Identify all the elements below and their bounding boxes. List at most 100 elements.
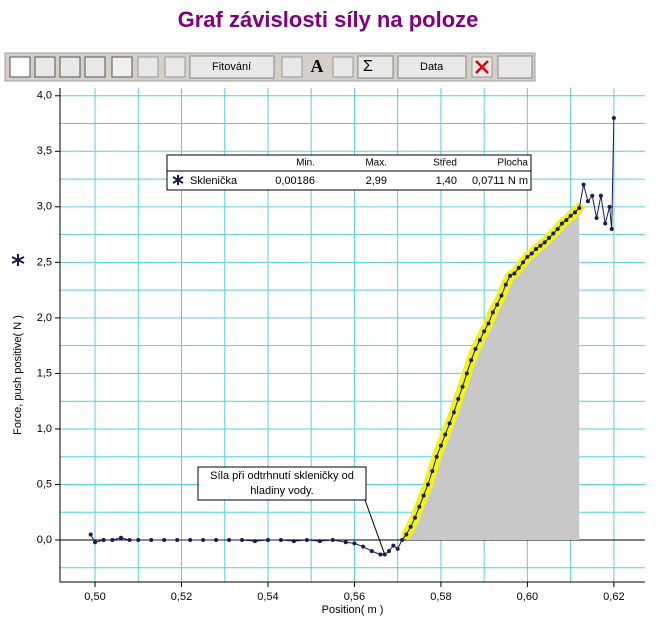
graph-options-button[interactable] xyxy=(497,55,533,79)
data-point xyxy=(127,538,132,543)
data-point xyxy=(551,231,556,236)
data-point xyxy=(253,539,257,544)
y-tick-label: 2,5 xyxy=(37,256,52,268)
x-tick-label: 0,62 xyxy=(603,591,624,603)
tool-button[interactable] xyxy=(34,56,56,78)
data-point xyxy=(564,218,569,223)
data-point xyxy=(408,524,413,529)
text-tool[interactable]: A xyxy=(311,56,324,76)
tool-button[interactable] xyxy=(164,56,186,78)
fit-label: Fitování xyxy=(212,61,251,73)
data-point xyxy=(434,454,439,459)
data-point xyxy=(469,358,474,363)
tool-button[interactable] xyxy=(137,56,159,78)
data-point xyxy=(577,205,582,210)
tool-button[interactable] xyxy=(281,56,303,78)
plot: 0,50 0,52 0,54 0,56 0,58 0,60 0,62 0,0 0,5 1,0 1,5… xyxy=(12,88,645,616)
data-point xyxy=(594,215,599,220)
data-point xyxy=(538,243,543,248)
stats-header: Min. xyxy=(296,158,315,169)
y-tick-label: 2,0 xyxy=(37,312,52,324)
stats-header: Střed xyxy=(433,158,457,169)
y-tick-label: 4,0 xyxy=(37,90,52,102)
toolbar: Fitování A Σ Data xyxy=(4,52,536,82)
stats-icon: Σ xyxy=(363,58,373,75)
annotation-pointer xyxy=(364,499,386,555)
tool-button[interactable] xyxy=(332,56,354,78)
stats-value: 0,0711 N m xyxy=(472,175,528,187)
data-point xyxy=(421,493,426,498)
data-point xyxy=(430,469,435,474)
data-point xyxy=(400,538,405,543)
annotation-text: hladiny vody. xyxy=(250,485,313,497)
data-point xyxy=(438,443,443,448)
stats-button[interactable] xyxy=(357,55,394,79)
data-point xyxy=(369,549,374,554)
x-tick-label: 0,60 xyxy=(517,591,538,603)
data-point xyxy=(278,538,283,543)
data-point xyxy=(482,329,487,334)
data-point xyxy=(555,227,560,232)
data-point xyxy=(508,273,513,278)
x-tick-label: 0,52 xyxy=(171,591,192,603)
data-point xyxy=(456,396,461,401)
data-point xyxy=(265,538,270,543)
data-point xyxy=(317,539,322,544)
data-point xyxy=(101,538,106,543)
data-point xyxy=(227,538,232,543)
data-point xyxy=(590,193,595,198)
tool-button[interactable] xyxy=(59,56,81,78)
x-axis-label: Position( m ) xyxy=(322,604,384,616)
data-point xyxy=(534,247,539,252)
data-point xyxy=(330,538,335,543)
stats-box xyxy=(166,154,532,191)
data-point xyxy=(490,310,495,315)
tool-button[interactable] xyxy=(111,56,133,78)
data-point xyxy=(352,541,357,546)
data-point xyxy=(460,384,465,389)
data-point xyxy=(136,538,141,543)
data-point xyxy=(118,535,123,540)
data-point xyxy=(477,338,482,343)
annotation-text: Síla při odtrhnutí skleničky od xyxy=(210,470,354,482)
stats-marker xyxy=(172,175,184,185)
stats-name: Sklenička xyxy=(190,175,238,187)
tool-button[interactable] xyxy=(9,56,31,78)
stats-value: 0,00186 xyxy=(275,175,315,187)
data-point xyxy=(240,538,245,543)
data-point xyxy=(162,538,167,543)
data-point xyxy=(499,293,504,298)
stats-header: Plocha xyxy=(497,158,528,169)
tool-button[interactable] xyxy=(84,56,106,78)
data-point xyxy=(568,213,573,218)
x-tick-label: 0,56 xyxy=(344,591,365,603)
data-point xyxy=(512,271,517,276)
annotation-box xyxy=(197,466,367,501)
fit-button[interactable] xyxy=(189,55,275,79)
data-point xyxy=(525,254,530,259)
data-point xyxy=(559,221,564,226)
legend-marker xyxy=(11,254,25,266)
data-button[interactable] xyxy=(397,55,467,79)
data-point xyxy=(404,532,409,537)
data-point xyxy=(343,540,348,545)
data-point xyxy=(443,432,448,437)
data-point xyxy=(425,482,430,487)
data-point xyxy=(447,421,452,426)
y-tick-label: 1,5 xyxy=(37,367,52,379)
x-tick-label: 0,50 xyxy=(84,591,105,603)
data-point xyxy=(93,540,98,545)
stats-header: Max. xyxy=(365,158,387,169)
data-point xyxy=(529,251,534,256)
data-label: Data xyxy=(420,61,444,73)
x-tick-label: 0,54 xyxy=(257,591,278,603)
chart-title: Graf závislosti síly na poloze xyxy=(178,7,479,32)
data-point xyxy=(503,282,508,287)
data-point xyxy=(378,552,383,557)
data-point xyxy=(542,240,547,245)
data-point xyxy=(110,538,115,543)
data-point xyxy=(521,260,526,265)
integral-area xyxy=(406,207,580,541)
